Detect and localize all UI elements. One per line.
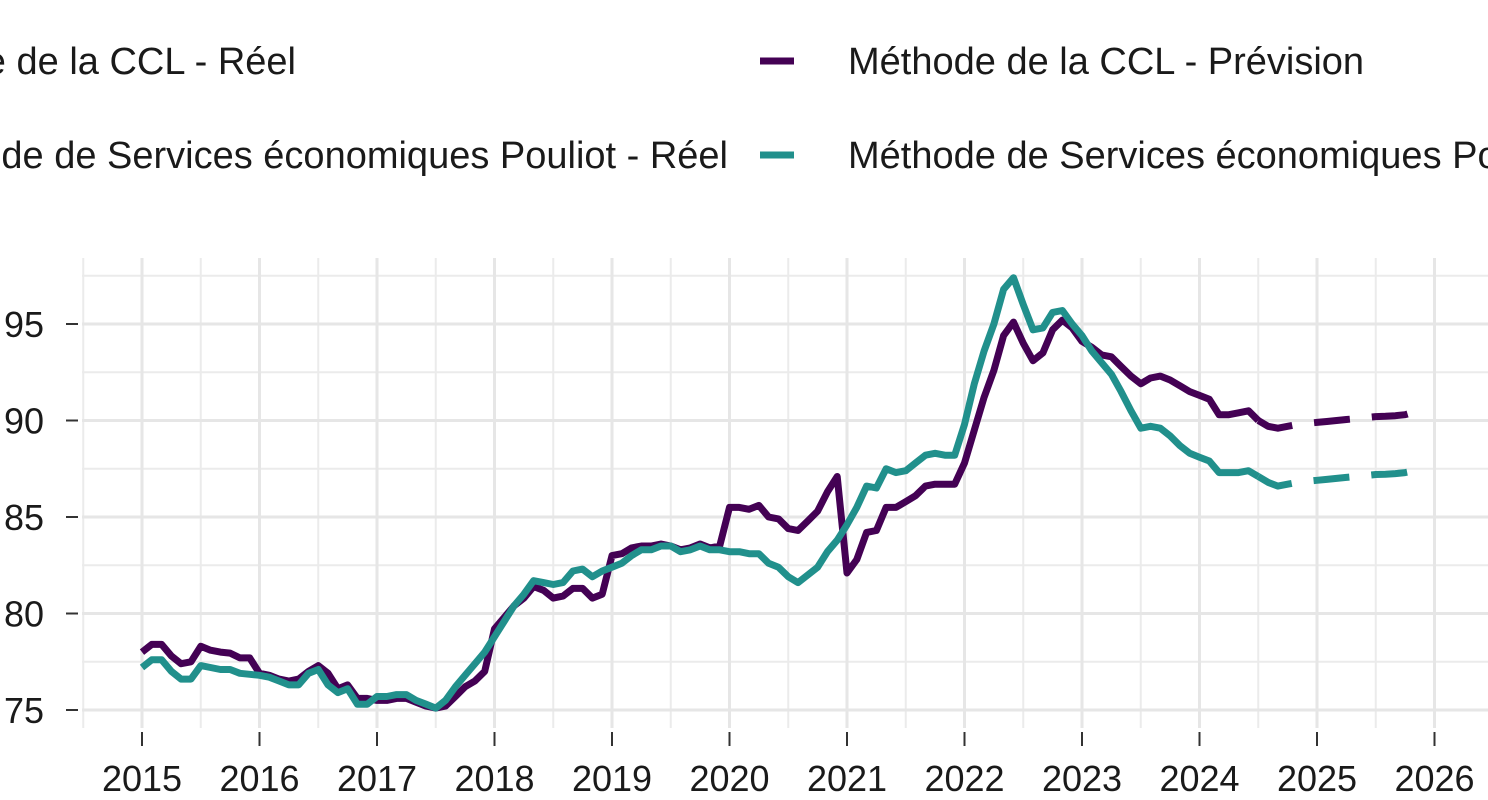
grid-lines [82,258,1488,728]
legend-label-sep-reel: Méthode de Services économiques Pouliot … [0,135,728,177]
series-line-ccl-reel [139,316,1261,712]
legend-label-sep-prevision: Méthode de Services économiques Pouliot … [848,135,1488,177]
x-tick-label: 2025 [1277,758,1357,799]
y-tick-label: 85 [4,497,44,538]
chart-legend: Méthode de la CCL - Réel Méthode de la C… [0,41,1488,177]
series-line-sep-reel [139,274,1261,712]
x-tick-label: 2023 [1042,758,1122,799]
x-axis: 2015 2016 2017 2018 2019 2020 2021 2022 2023 2024… [102,732,1475,799]
y-tick-label: 90 [4,401,44,442]
x-tick-label: 2020 [689,758,769,799]
legend-label-ccl-prevision: Méthode de la CCL - Prévision [848,41,1364,83]
series-line-ccl-prev [1256,405,1426,432]
legend-label-ccl-reel: Méthode de la CCL - Réel [0,41,296,83]
y-axis: 75 80 85 90 95 [4,304,78,731]
series-line-sep-prev [1256,465,1426,490]
x-tick-label: 2016 [219,758,299,799]
x-tick-label: 2024 [1159,758,1239,799]
y-tick-label: 80 [4,594,44,635]
x-tick-label: 2018 [454,758,534,799]
x-tick-label: 2026 [1394,758,1474,799]
x-tick-label: 2021 [807,758,887,799]
x-tick-label: 2017 [337,758,417,799]
x-tick-label: 2022 [924,758,1004,799]
x-tick-label: 2015 [102,758,182,799]
y-tick-label: 95 [4,304,44,345]
x-tick-label: 2019 [572,758,652,799]
y-tick-label: 75 [4,690,44,731]
series-lines [139,274,1426,712]
